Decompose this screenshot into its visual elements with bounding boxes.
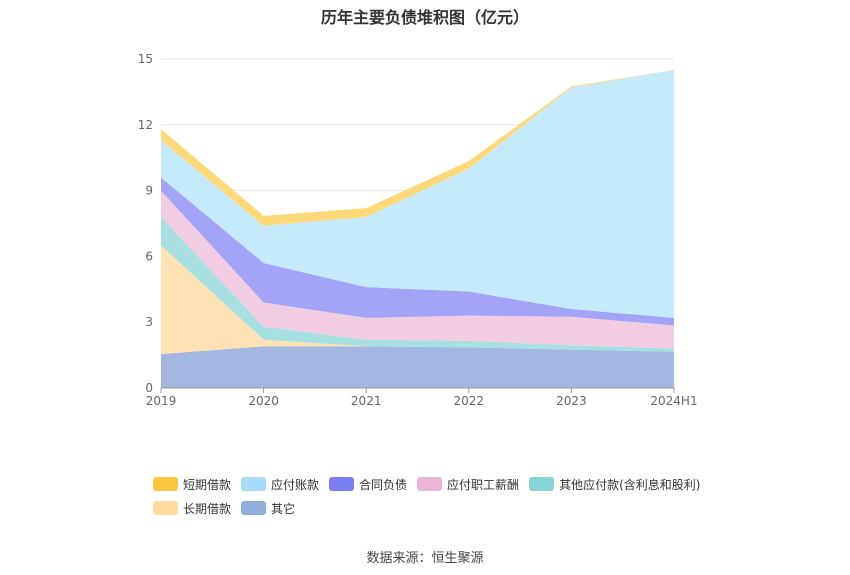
- area-series: [161, 245, 674, 355]
- area-series: [161, 346, 674, 388]
- legend: 短期借款 应付账款 合同负债 应付职工薪酬 其他应付款(含利息和股利) 长期借款…: [153, 472, 773, 520]
- legend-swatch: [329, 477, 355, 491]
- legend-swatch: [529, 477, 555, 491]
- x-tick-label: 2020: [248, 394, 279, 408]
- y-tick-label: 6: [145, 249, 153, 263]
- legend-label: 合同负债: [359, 477, 408, 492]
- x-tick-label: 2021: [351, 394, 382, 408]
- y-tick-label: 15: [138, 52, 153, 66]
- legend-label: 长期借款: [183, 501, 232, 516]
- area-series: [161, 69, 674, 318]
- y-tick-label: 9: [145, 184, 153, 198]
- legend-label: 其他应付款(含利息和股利): [559, 477, 701, 492]
- y-tick-label: 0: [145, 381, 153, 395]
- area-series: [161, 177, 674, 326]
- legend-swatch: [153, 501, 178, 515]
- legend-row-1: 短期借款 应付账款 合同负债 应付职工薪酬 其他应付款(含利息和股利): [153, 472, 773, 496]
- legend-swatch: [417, 477, 443, 491]
- y-tick-label: 3: [145, 315, 153, 329]
- data-source: 数据来源：恒生聚源: [366, 551, 484, 566]
- legend-item-other-payables[interactable]: 其他应付款(含利息和股利): [529, 476, 700, 493]
- legend-swatch: [153, 477, 178, 491]
- legend-label: 应付职工薪酬: [447, 477, 520, 492]
- legend-item-short-term-loans[interactable]: 短期借款: [153, 476, 231, 493]
- legend-row-2: 长期借款 其它: [153, 496, 773, 520]
- legend-label: 其它: [271, 501, 296, 516]
- x-tick-label: 2019: [146, 394, 177, 408]
- legend-item-accounts-payable[interactable]: 应付账款: [241, 476, 319, 493]
- x-tick-label: 2023: [556, 394, 587, 408]
- y-tick-label: 12: [138, 118, 153, 132]
- area-series: [161, 190, 674, 349]
- legend-item-contract-liabilities[interactable]: 合同负债: [329, 476, 407, 493]
- x-tick-label: 2022: [454, 394, 485, 408]
- chart-title: 历年主要负债堆积图（亿元）: [320, 8, 529, 27]
- x-tick-label: 2024H1: [650, 394, 697, 408]
- legend-label: 短期借款: [183, 477, 232, 492]
- legend-swatch: [241, 477, 267, 491]
- legend-item-other[interactable]: 其它: [241, 500, 295, 517]
- legend-item-long-term-loans[interactable]: 长期借款: [153, 500, 231, 517]
- legend-label: 应付账款: [271, 477, 320, 492]
- legend-swatch: [241, 501, 267, 515]
- legend-item-employee-payables[interactable]: 应付职工薪酬: [417, 476, 519, 493]
